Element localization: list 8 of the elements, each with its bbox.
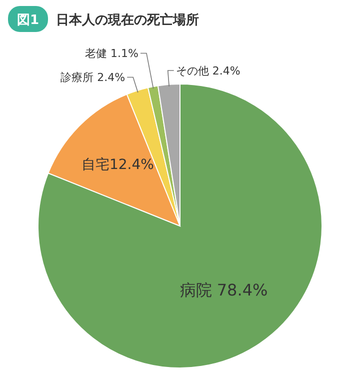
- slice-label: 老健 1.1%: [85, 47, 138, 60]
- slice-label: その他 2.4%: [176, 64, 240, 78]
- annotation: 図1: [8, 6, 48, 32]
- slice-label: 病院 78.4%: [180, 280, 268, 300]
- slice-label: 診療所 2.4%: [60, 71, 126, 84]
- slice-label: 自宅12.4%: [81, 156, 154, 173]
- caption: 図1: [16, 13, 40, 28]
- chart-title: 日本人の現在の死亡場所: [56, 12, 199, 28]
